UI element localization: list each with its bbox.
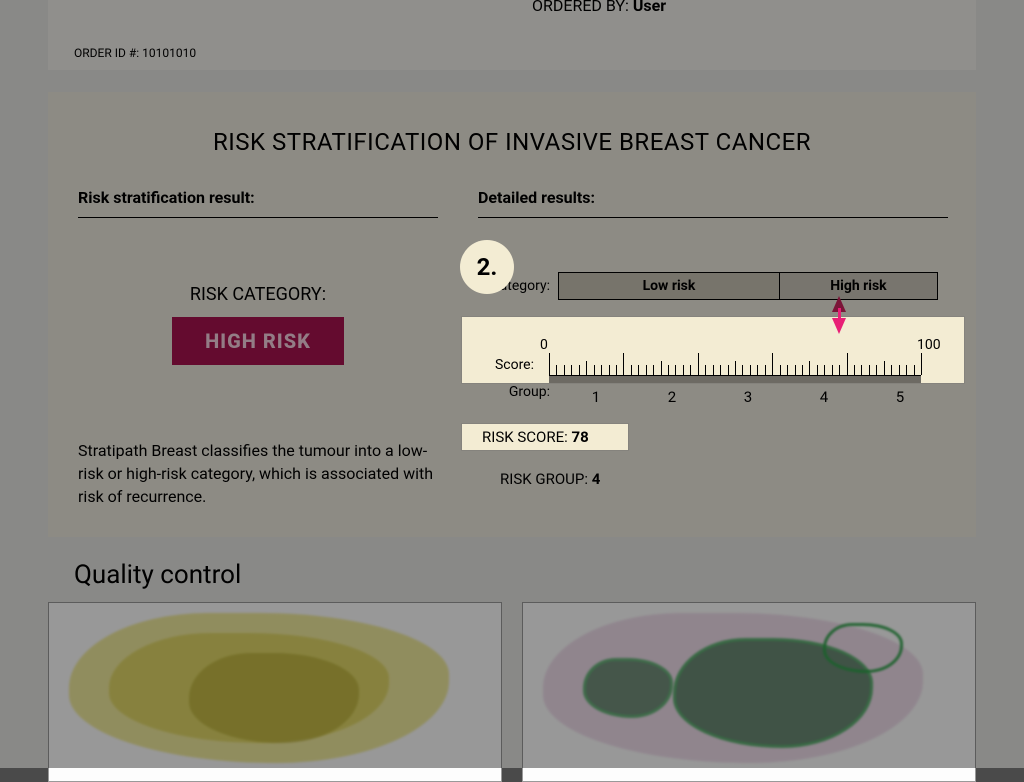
risk-group-label: RISK GROUP: xyxy=(500,470,588,488)
scale-minor-tick xyxy=(809,361,810,375)
scale-minor-tick xyxy=(780,365,781,375)
pointer-arrow-down-icon xyxy=(832,318,846,334)
scale-minor-tick xyxy=(616,365,617,375)
scale-minor-tick xyxy=(668,365,669,375)
histology-blob xyxy=(189,653,359,743)
right-subheading: Detailed results: xyxy=(478,188,948,218)
order-id-line: ORDER ID #: 10101010 xyxy=(74,46,196,60)
category-row: Category: Low risk High risk xyxy=(478,272,948,300)
scale-minor-tick xyxy=(742,365,743,375)
category-low: Low risk xyxy=(559,273,780,299)
left-column: Risk stratification result: RISK CATEGOR… xyxy=(78,188,438,509)
scale-minor-tick xyxy=(832,365,833,375)
risk-group-line: RISK GROUP: 4 xyxy=(500,470,948,488)
scale-minor-tick xyxy=(675,365,676,375)
scale-minor-tick xyxy=(757,365,758,375)
group-number: 2 xyxy=(634,382,710,406)
category-high: High risk xyxy=(780,273,937,299)
scale-minor-tick xyxy=(720,365,721,375)
scale-major-tick xyxy=(623,353,624,375)
scale-minor-tick xyxy=(869,365,870,375)
scale-minor-tick xyxy=(631,365,632,375)
hl-scale-max: 100 xyxy=(917,337,941,353)
histology-blob xyxy=(583,658,673,718)
scale-minor-tick xyxy=(646,365,647,375)
scale-minor-tick xyxy=(713,365,714,375)
hl-risk-score-label: RISK SCORE: xyxy=(482,428,568,446)
group-number: 4 xyxy=(786,382,862,406)
scale-major-tick xyxy=(772,353,773,375)
group-number: 5 xyxy=(862,382,938,406)
scale-minor-tick xyxy=(556,365,557,375)
ordered-by-line: ORDERED BY: User xyxy=(532,0,666,15)
scale-minor-tick xyxy=(824,365,825,375)
step-badge: 2. xyxy=(460,240,514,294)
highlight-scale-strip: Score: 0 100 xyxy=(462,317,964,383)
scale-minor-tick xyxy=(735,361,736,375)
scale-minor-tick xyxy=(802,365,803,375)
scale-minor-tick xyxy=(579,365,580,375)
category-boxes: Low risk High risk xyxy=(558,272,938,300)
page-root: ORDERED BY: User ORDER ID #: 10101010 X … xyxy=(0,0,1024,768)
scale-minor-tick xyxy=(638,365,639,375)
scale-minor-tick xyxy=(609,365,610,375)
hl-ticks xyxy=(549,353,921,383)
group-number: 3 xyxy=(710,382,786,406)
risk-category-label: RISK CATEGORY: xyxy=(78,284,438,305)
scale-minor-tick xyxy=(876,365,877,375)
qc-images-row xyxy=(48,602,976,782)
scale-minor-tick xyxy=(787,365,788,375)
group-numbers: 12345 xyxy=(558,382,938,406)
scale-minor-tick xyxy=(690,365,691,375)
group-row: Group: 12345 xyxy=(478,382,948,406)
hl-scale-min: 0 xyxy=(540,337,548,353)
card-title: RISK STRATIFICATION OF INVASIVE BREAST C… xyxy=(48,92,976,156)
scale-minor-tick xyxy=(594,365,595,375)
highlight-risk-score: RISK SCORE: 78 xyxy=(462,424,628,450)
scale-minor-tick xyxy=(728,365,729,375)
order-id-value: 10101010 xyxy=(142,46,196,60)
scale-minor-tick xyxy=(795,365,796,375)
risk-category-badge: HIGH RISK xyxy=(172,317,344,365)
scale-minor-tick xyxy=(861,365,862,375)
risk-group-value: 4 xyxy=(592,470,601,488)
histology-blob xyxy=(823,623,903,673)
scale-minor-tick xyxy=(854,365,855,375)
qc-title: Quality control xyxy=(74,560,241,590)
ordered-by-value: User xyxy=(633,0,666,15)
scale-minor-tick xyxy=(705,365,706,375)
scale-minor-tick xyxy=(661,361,662,375)
scale-minor-tick xyxy=(765,365,766,375)
qc-image-right xyxy=(522,602,976,782)
group-number: 1 xyxy=(558,382,634,406)
hl-score-label: Score: xyxy=(462,357,542,373)
group-row-label: Group: xyxy=(478,382,558,400)
scale-minor-tick xyxy=(899,365,900,375)
risk-description: Stratipath Breast classifies the tumour … xyxy=(78,439,438,509)
scale-minor-tick xyxy=(571,365,572,375)
scale-minor-tick xyxy=(891,365,892,375)
scale-minor-tick xyxy=(601,365,602,375)
scale-major-tick xyxy=(847,353,848,375)
scale-minor-tick xyxy=(683,365,684,375)
hl-risk-score-value: 78 xyxy=(572,428,589,446)
scale-minor-tick xyxy=(884,361,885,375)
scale-minor-tick xyxy=(817,365,818,375)
scale-minor-tick xyxy=(653,365,654,375)
scale-major-tick xyxy=(698,353,699,375)
scale-minor-tick xyxy=(564,365,565,375)
order-id-label: ORDER ID #: xyxy=(74,46,139,60)
scale-minor-tick xyxy=(839,365,840,375)
qc-image-left xyxy=(48,602,502,782)
scale-minor-tick xyxy=(906,365,907,375)
scale-minor-tick xyxy=(586,361,587,375)
ordered-by-label: ORDERED BY: xyxy=(532,0,629,15)
scale-major-tick xyxy=(549,353,550,375)
scale-minor-tick xyxy=(750,365,751,375)
scale-minor-tick xyxy=(914,365,915,375)
left-subheading: Risk stratification result: xyxy=(78,188,438,218)
scale-major-tick xyxy=(921,353,922,375)
